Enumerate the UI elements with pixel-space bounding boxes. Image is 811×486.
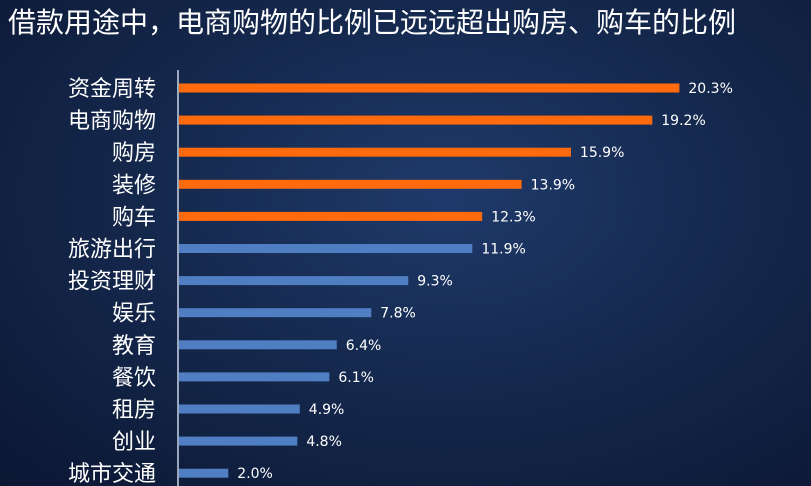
bar-5 — [179, 211, 483, 221]
category-label-2: 电商购物 — [68, 109, 156, 134]
value-label-6: 11.9% — [481, 242, 525, 258]
value-label-10: 6.1% — [338, 370, 374, 386]
value-label-7: 9.3% — [417, 274, 453, 290]
bar-13 — [179, 468, 229, 478]
category-label-13: 城市交通 — [68, 462, 156, 486]
category-label-9: 教育 — [112, 334, 156, 359]
bar-4 — [179, 179, 522, 189]
category-label-5: 购车 — [112, 205, 156, 230]
bar-6 — [179, 244, 473, 253]
bar-9 — [179, 340, 337, 350]
value-label-2: 19.2% — [661, 113, 705, 129]
value-label-1: 20.3% — [688, 81, 732, 97]
category-label-10: 餐饮 — [112, 366, 156, 391]
value-label-5: 12.3% — [491, 209, 535, 225]
value-label-9: 6.4% — [346, 338, 382, 354]
category-label-7: 投资理财 — [68, 270, 156, 295]
bar-7 — [179, 276, 409, 286]
bar-1 — [179, 83, 680, 93]
value-label-12: 4.8% — [306, 434, 342, 450]
value-label-3: 15.9% — [580, 145, 624, 161]
bar-8 — [179, 308, 372, 318]
value-label-11: 4.9% — [309, 402, 345, 418]
value-label-8: 7.8% — [380, 306, 416, 322]
category-label-1: 资金周转 — [68, 77, 156, 102]
bar-3 — [179, 147, 571, 157]
category-label-12: 创业 — [112, 430, 156, 455]
category-label-11: 租房 — [112, 398, 156, 423]
chart-title: 借款用途中，电商购物的比例已远远超出购房、购车的比例 — [8, 6, 737, 39]
category-label-3: 购房 — [112, 141, 156, 166]
bar-10 — [179, 372, 330, 382]
bar-12 — [179, 436, 298, 446]
category-label-6: 旅游出行 — [68, 238, 156, 263]
value-label-13: 2.0% — [237, 466, 273, 482]
value-label-4: 13.9% — [531, 177, 575, 193]
category-label-4: 装修 — [112, 173, 156, 198]
bar-11 — [179, 404, 300, 414]
bar-2 — [179, 115, 653, 125]
category-label-8: 娱乐 — [112, 302, 156, 327]
